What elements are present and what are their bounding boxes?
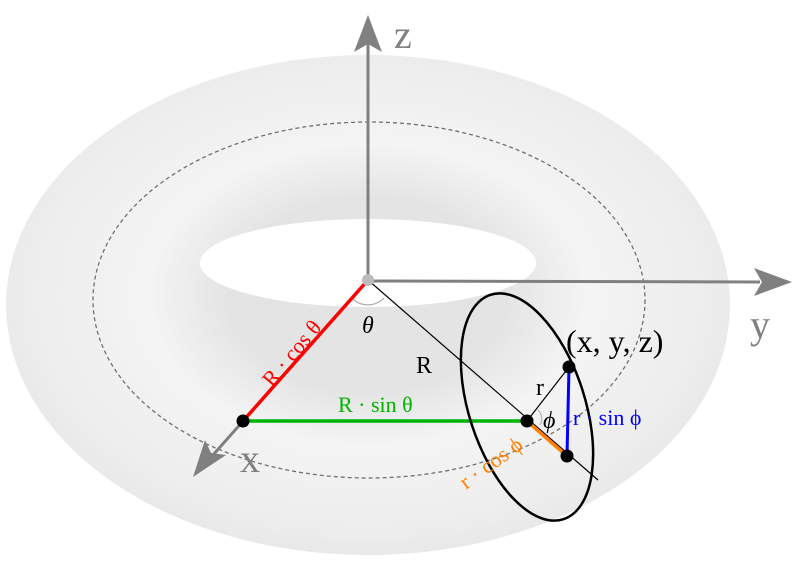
theta-arc — [351, 297, 385, 306]
point-label: (x, y, z) — [566, 323, 663, 359]
z-axis-label: z — [394, 12, 412, 57]
minor-radius-label: r — [536, 375, 544, 401]
x-point — [236, 414, 250, 428]
x-axis-label: x — [240, 436, 260, 481]
r-sin-theta-label: R · sin θ — [338, 392, 413, 417]
tube-center-point — [520, 414, 534, 428]
major-radius-line — [367, 279, 599, 481]
r-cos-phi-line — [525, 419, 569, 458]
origin-point — [362, 274, 374, 286]
minor-radius-line — [526, 366, 570, 422]
phi-label: ϕ — [543, 408, 555, 434]
r-sin-phi-line — [565, 366, 571, 457]
r-cos-theta-line — [241, 278, 370, 423]
major-radius-label: R — [416, 353, 432, 379]
theta-label: θ — [362, 313, 374, 339]
y-axis-label: y — [750, 302, 770, 347]
y-arrow-icon — [754, 268, 792, 296]
y-axis-line — [367, 279, 761, 284]
x-arrow-icon — [193, 440, 226, 477]
projection-point — [560, 449, 574, 463]
z-arrow-icon — [354, 15, 382, 52]
phi-arc — [537, 409, 543, 426]
surface-point — [562, 360, 576, 374]
r-sin-phi-label: r · sin ϕ — [573, 405, 641, 430]
tube-cross-section — [459, 292, 595, 522]
